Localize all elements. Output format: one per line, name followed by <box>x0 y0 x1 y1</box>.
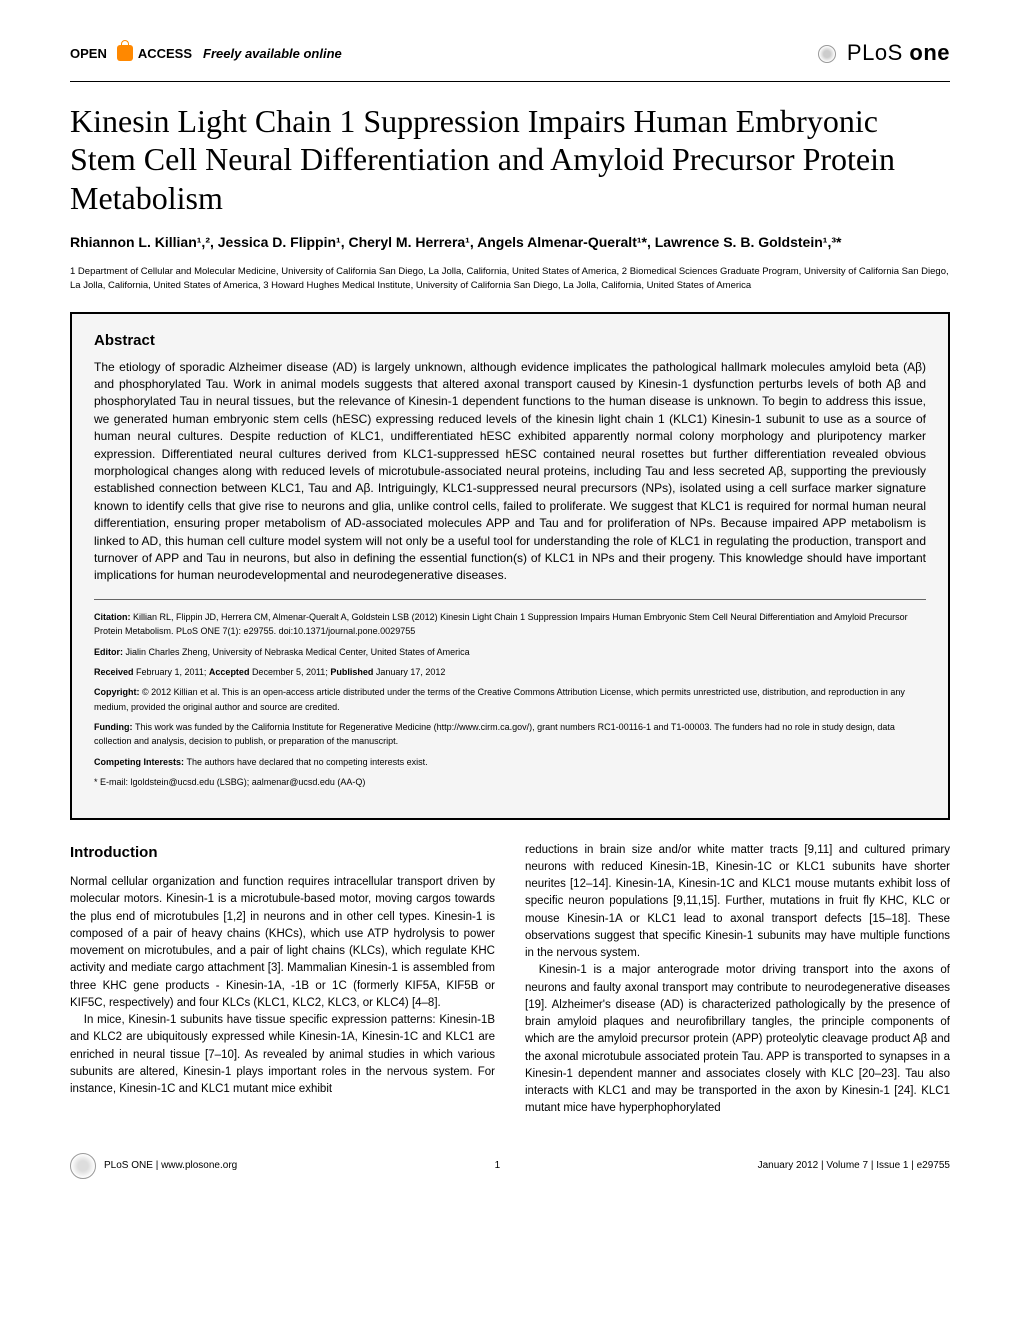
intro-p1: Normal cellular organization and functio… <box>70 874 495 1012</box>
introduction-heading: Introduction <box>70 842 495 865</box>
email-line: * E-mail: lgoldstein@ucsd.edu (LSBG); aa… <box>94 775 926 789</box>
copyright-line: Copyright: © 2012 Killian et al. This is… <box>94 685 926 714</box>
lock-icon <box>117 45 133 61</box>
header-divider <box>70 81 950 82</box>
abstract-divider <box>94 599 926 600</box>
citation-text: Killian RL, Flippin JD, Herrera CM, Alme… <box>94 612 908 636</box>
access-text: ACCESS <box>138 46 192 61</box>
accepted-label: Accepted <box>209 667 252 677</box>
abstract-heading: Abstract <box>94 332 926 349</box>
journal-logo: PLoS one <box>818 40 950 66</box>
editor-line: Editor: Jialin Charles Zheng, University… <box>94 645 926 659</box>
published-text: January 17, 2012 <box>376 667 446 677</box>
right-column: reductions in brain size and/or white ma… <box>525 842 950 1118</box>
intro-p3: reductions in brain size and/or white ma… <box>525 842 950 963</box>
article-meta: Citation: Killian RL, Flippin JD, Herrer… <box>94 610 926 790</box>
open-access-badge: OPEN ACCESS Freely available online <box>70 45 342 61</box>
footer-journal-url: PLoS ONE | www.plosone.org <box>104 1160 237 1171</box>
editor-text: Jialin Charles Zheng, University of Nebr… <box>126 647 470 657</box>
funding-text: This work was funded by the California I… <box>94 722 895 746</box>
funding-label: Funding: <box>94 722 135 732</box>
header-bar: OPEN ACCESS Freely available online PLoS… <box>70 40 950 66</box>
footer-issue-info: January 2012 | Volume 7 | Issue 1 | e297… <box>758 1160 950 1171</box>
open-text: OPEN <box>70 46 107 61</box>
page-number: 1 <box>495 1160 501 1171</box>
competing-text: The authors have declared that no compet… <box>187 757 428 767</box>
received-label: Received <box>94 667 136 677</box>
footer-left: PLoS ONE | www.plosone.org <box>70 1153 237 1179</box>
copyright-label: Copyright: <box>94 687 142 697</box>
intro-p2: In mice, Kinesin-1 subunits have tissue … <box>70 1012 495 1098</box>
published-label: Published <box>330 667 376 677</box>
competing-label: Competing Interests: <box>94 757 187 767</box>
editor-label: Editor: <box>94 647 126 657</box>
page-footer: PLoS ONE | www.plosone.org 1 January 201… <box>70 1153 950 1179</box>
citation-line: Citation: Killian RL, Flippin JD, Herrer… <box>94 610 926 639</box>
footer-globe-icon <box>70 1153 96 1179</box>
funding-line: Funding: This work was funded by the Cal… <box>94 720 926 749</box>
dates-line: Received February 1, 2011; Accepted Dece… <box>94 665 926 679</box>
plos-globe-icon <box>818 45 836 63</box>
copyright-text: © 2012 Killian et al. This is an open-ac… <box>94 687 905 711</box>
body-columns: Introduction Normal cellular organizatio… <box>70 842 950 1118</box>
left-column: Introduction Normal cellular organizatio… <box>70 842 495 1118</box>
abstract-box: Abstract The etiology of sporadic Alzhei… <box>70 312 950 820</box>
intro-p4: Kinesin-1 is a major anterograde motor d… <box>525 962 950 1117</box>
citation-label: Citation: <box>94 612 133 622</box>
affiliations: 1 Department of Cellular and Molecular M… <box>70 265 950 294</box>
plos-prefix: PLoS <box>847 40 903 65</box>
received-text: February 1, 2011; <box>136 667 206 677</box>
plos-suffix: one <box>909 40 950 65</box>
abstract-text: The etiology of sporadic Alzheimer disea… <box>94 359 926 585</box>
freely-available-text: Freely available online <box>203 46 342 61</box>
accepted-text: December 5, 2011; <box>252 667 328 677</box>
authors-list: Rhiannon L. Killian¹,², Jessica D. Flipp… <box>70 232 950 253</box>
competing-interests-line: Competing Interests: The authors have de… <box>94 755 926 769</box>
page-container: OPEN ACCESS Freely available online PLoS… <box>0 0 1020 1209</box>
article-title: Kinesin Light Chain 1 Suppression Impair… <box>70 102 950 217</box>
